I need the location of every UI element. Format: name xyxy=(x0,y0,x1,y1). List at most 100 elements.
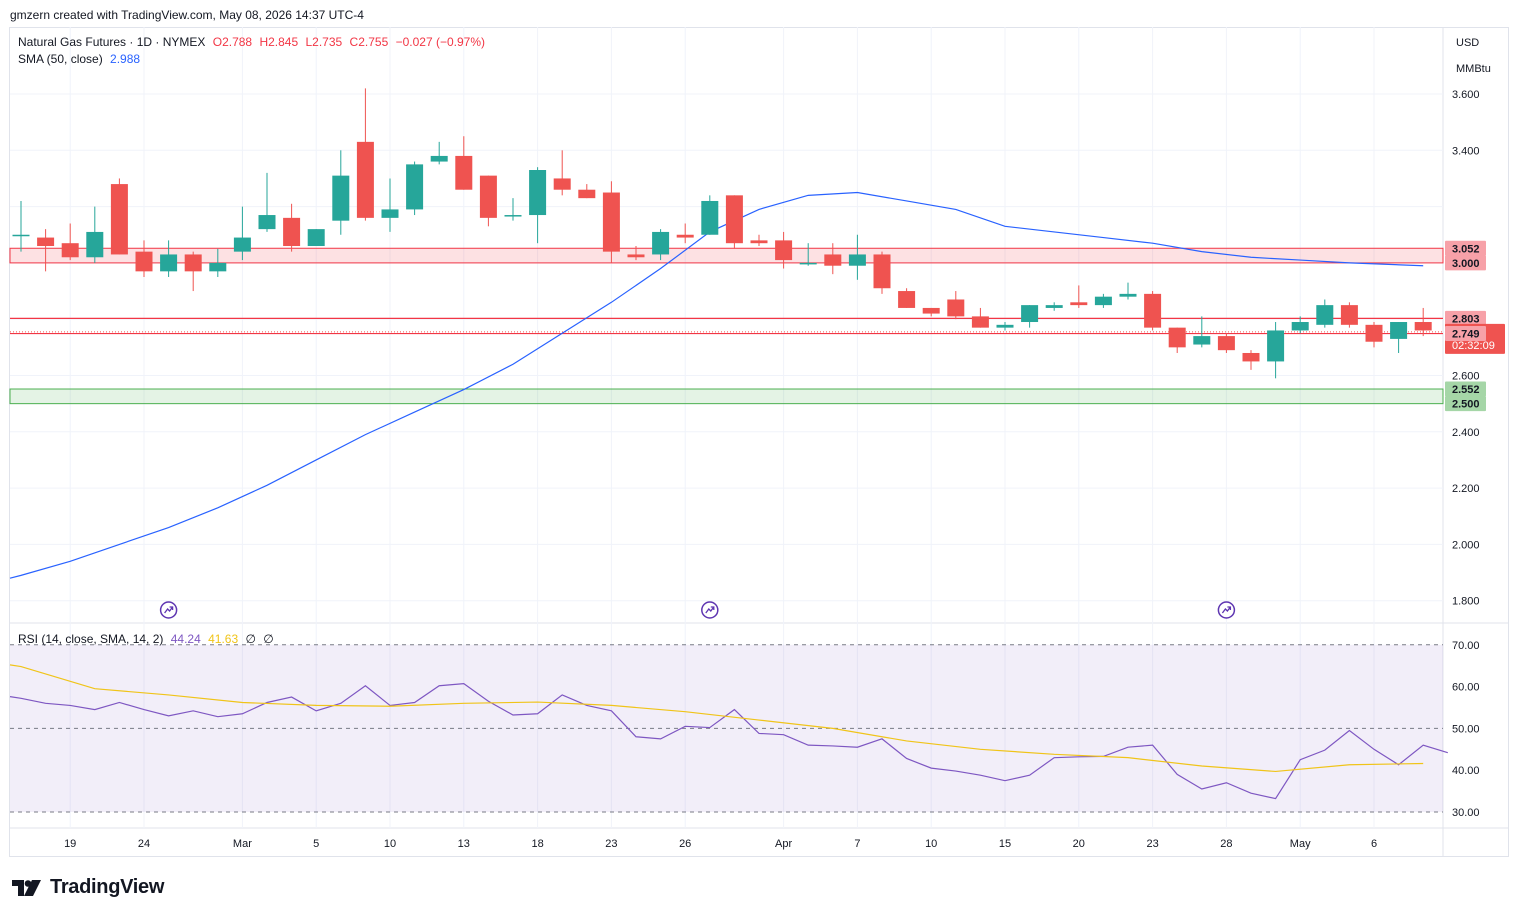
candle-body[interactable] xyxy=(12,234,30,237)
candle-body[interactable] xyxy=(652,231,670,255)
candle-body[interactable] xyxy=(406,164,424,210)
rsi-sma-value: 41.63 xyxy=(208,632,239,646)
rsi-legend[interactable]: RSI (14, close, SMA, 14, 2) 44.24 41.63 … xyxy=(18,632,278,646)
candle-body[interactable] xyxy=(873,254,891,289)
axis-unit[interactable]: MMBtu xyxy=(1456,63,1491,75)
candle-body[interactable] xyxy=(283,217,301,247)
candle-body[interactable] xyxy=(504,215,522,217)
candle-body[interactable] xyxy=(775,240,793,261)
candle-body[interactable] xyxy=(799,262,817,265)
time-tick-label: Mar xyxy=(233,838,252,850)
candle-body[interactable] xyxy=(725,195,743,244)
candle-body[interactable] xyxy=(1390,322,1408,339)
candle-body[interactable] xyxy=(996,324,1014,328)
candle-body[interactable] xyxy=(602,192,620,252)
candle-body[interactable] xyxy=(1340,305,1358,325)
candle-body[interactable] xyxy=(1365,324,1383,342)
brand-logo[interactable]: TradingView xyxy=(12,876,164,899)
candle-body[interactable] xyxy=(1144,293,1162,328)
price-axis-label-text: 3.052 xyxy=(1452,243,1480,255)
candle-body[interactable] xyxy=(86,231,104,258)
rsi-label: RSI (14, close, SMA, 14, 2) xyxy=(18,632,164,646)
chart-credit: gmzern created with TradingView.com, May… xyxy=(10,8,364,22)
candle-body[interactable] xyxy=(1045,305,1063,308)
time-tick-label: 6 xyxy=(1371,838,1377,850)
candle-body[interactable] xyxy=(947,299,965,317)
sma-value: 2.988 xyxy=(110,52,141,66)
candle-body[interactable] xyxy=(307,229,325,247)
candle-body[interactable] xyxy=(1414,322,1432,331)
candle-body[interactable] xyxy=(1094,296,1112,306)
rsi-tick-label: 30.00 xyxy=(1452,807,1480,819)
time-tick-label: 23 xyxy=(605,838,617,850)
candle-body[interactable] xyxy=(233,237,251,252)
time-tick-label: 20 xyxy=(1073,838,1085,850)
candle-body[interactable] xyxy=(848,254,866,266)
candle-body[interactable] xyxy=(37,237,55,247)
rsi-ma-line[interactable] xyxy=(9,664,1424,773)
candle-body[interactable] xyxy=(1217,336,1235,351)
time-tick-label: 5 xyxy=(313,838,319,850)
price-axis-label[interactable] xyxy=(1445,381,1486,397)
candle-body[interactable] xyxy=(529,170,547,216)
time-tick-label: Apr xyxy=(775,838,792,850)
candle-body[interactable] xyxy=(356,141,374,218)
candle-body[interactable] xyxy=(824,254,842,266)
candle-body[interactable] xyxy=(430,155,448,162)
sma-50-line[interactable] xyxy=(9,191,1424,579)
ohlc-low: L2.735 xyxy=(305,35,343,49)
candle-body[interactable] xyxy=(184,254,202,272)
price-zone[interactable] xyxy=(9,388,1444,405)
candle-body[interactable] xyxy=(135,251,153,272)
candle-body[interactable] xyxy=(455,155,473,190)
candle-body[interactable] xyxy=(258,215,276,230)
candle-body[interactable] xyxy=(922,307,940,314)
axis-currency[interactable]: USD xyxy=(1456,37,1480,49)
sma-legend[interactable]: SMA (50, close) 2.988 xyxy=(18,52,144,66)
candle-body[interactable] xyxy=(1291,322,1309,331)
time-tick-label: 19 xyxy=(64,838,76,850)
candle-body[interactable] xyxy=(1168,327,1186,348)
price-axis-label[interactable] xyxy=(1445,396,1486,412)
candle-body[interactable] xyxy=(332,175,350,221)
candle-body[interactable] xyxy=(1070,302,1088,306)
price-axis-label[interactable] xyxy=(1445,240,1486,256)
rsi-line[interactable] xyxy=(9,683,1448,800)
candle-body[interactable] xyxy=(1316,305,1334,325)
time-tick-label: 7 xyxy=(854,838,860,850)
candle-body[interactable] xyxy=(110,184,128,255)
price-tick-label: 3.600 xyxy=(1452,89,1480,101)
time-tick-label: 15 xyxy=(999,838,1011,850)
price-axis-label[interactable] xyxy=(1445,255,1486,271)
candle-body[interactable] xyxy=(1021,305,1039,323)
candle-body[interactable] xyxy=(209,262,227,272)
price-axis-label[interactable] xyxy=(1445,310,1486,326)
price-tick-label: 2.000 xyxy=(1452,539,1480,551)
price-axis-label[interactable] xyxy=(1445,326,1486,342)
rsi-tick-label: 70.00 xyxy=(1452,640,1480,652)
candle-body[interactable] xyxy=(479,175,497,218)
time-tick-label: 24 xyxy=(138,838,150,850)
candle-body[interactable] xyxy=(971,316,989,328)
candle-body[interactable] xyxy=(1119,293,1137,297)
candle-body[interactable] xyxy=(578,189,596,199)
candle-body[interactable] xyxy=(750,240,768,244)
candle-body[interactable] xyxy=(381,209,399,218)
candle-body[interactable] xyxy=(160,254,178,272)
price-zone[interactable] xyxy=(9,247,1444,264)
time-tick-label: 10 xyxy=(384,838,396,850)
candle-body[interactable] xyxy=(898,291,916,308)
candle-body[interactable] xyxy=(676,234,694,238)
candle-body[interactable] xyxy=(1242,352,1260,362)
rsi-extra-1: ∅ xyxy=(245,632,256,646)
candle-body[interactable] xyxy=(1267,330,1285,362)
symbol-legend[interactable]: Natural Gas Futures · 1D · NYMEX O2.788 … xyxy=(18,35,489,49)
chart-frame xyxy=(9,27,1509,857)
candle-body[interactable] xyxy=(553,178,571,190)
candle-body[interactable] xyxy=(701,200,719,235)
price-tick-label: 2.200 xyxy=(1452,483,1480,495)
candle-body[interactable] xyxy=(61,243,79,258)
candle-body[interactable] xyxy=(1193,336,1211,345)
candle-body[interactable] xyxy=(627,254,645,258)
